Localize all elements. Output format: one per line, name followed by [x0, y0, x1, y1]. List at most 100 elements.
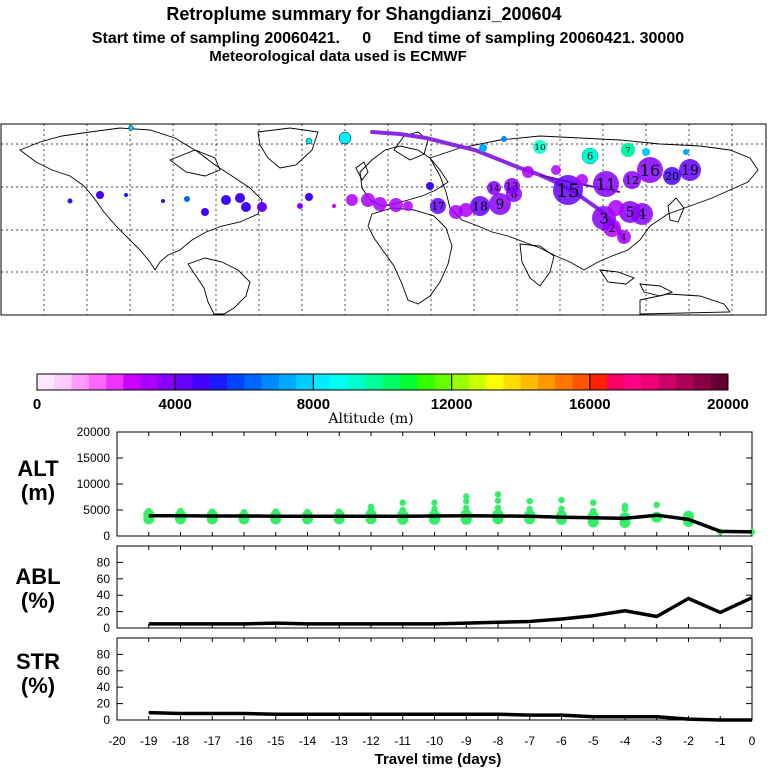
figure-title: Retroplume summary for Shangdianzi_20060… [166, 4, 561, 24]
str-panel-unit: (%) [21, 673, 55, 698]
y-tick-label: 15000 [77, 451, 111, 465]
cluster-label: 3 [599, 209, 609, 227]
colorbar-cell [106, 374, 124, 390]
cluster-label: 2 [608, 222, 615, 235]
cluster-marker [533, 140, 547, 154]
cluster-marker [663, 167, 681, 185]
x-tick-label: -20 [108, 734, 126, 748]
y-tick-label: 0 [103, 529, 110, 543]
cluster-label: 6 [587, 152, 593, 163]
travel-time-axis: -20 -19 -18 -17 -16 -15 -14 -13 -12 -11 -10 -9 -8 -7-… [108, 734, 755, 748]
colorbar-label: Altitude (m) [327, 411, 413, 427]
colorbar-tick-label: 4000 [159, 396, 192, 413]
x-tick-label: -9 [461, 734, 472, 748]
x-tick-label: -14 [299, 734, 317, 748]
cluster-label: 4 [638, 207, 647, 223]
cluster-marker [373, 197, 387, 211]
altitude-point [494, 497, 502, 504]
cluster-label: 11 [596, 175, 617, 194]
cluster-marker [504, 178, 520, 194]
colorbar-cell [157, 374, 176, 390]
colorbar-cell [54, 374, 73, 390]
cluster-label: 13 [506, 182, 519, 193]
colorbar-cell [468, 374, 487, 390]
x-tick-label: -19 [140, 734, 158, 748]
cluster-label: 5 [626, 205, 635, 221]
colorbar-cell [417, 374, 435, 390]
cluster-marker [679, 159, 701, 181]
colorbar-cell [175, 374, 193, 390]
colorbar-cell [88, 374, 107, 390]
y-tick-label: 5000 [83, 503, 110, 517]
alt-panel-label: ALT [17, 456, 59, 481]
colorbar-cell [503, 374, 522, 390]
colorbar-cell [296, 374, 314, 390]
colorbar-cell [365, 374, 383, 390]
colorbar-cell [382, 374, 401, 390]
str-panel-label: STR [16, 649, 60, 674]
colorbar-cell [278, 374, 297, 390]
series-line [148, 596, 753, 626]
x-tick-label: -18 [172, 734, 190, 748]
colorbar-cell [537, 374, 556, 390]
cluster-label: 18 [472, 199, 488, 214]
colorbar-cell [37, 374, 55, 390]
cluster-marker [346, 194, 358, 206]
x-tick-label: -13 [331, 734, 349, 748]
colorbar-cells [37, 374, 729, 390]
cluster-marker [389, 198, 403, 212]
colorbar-cell [658, 374, 677, 390]
colorbar-tick-label: 20000 [707, 396, 749, 413]
panel-frame [116, 637, 753, 721]
colorbar-cell [192, 374, 211, 390]
x-tick-label: -6 [556, 734, 567, 748]
altitude-point [240, 508, 248, 516]
x-tick-label: -16 [235, 734, 253, 748]
y-tick-label: 0 [103, 713, 110, 727]
cluster-marker [621, 143, 635, 157]
altitude-point [590, 499, 597, 506]
cluster-marker [489, 193, 511, 215]
colorbar-cell [261, 374, 280, 390]
colorbar-cell [710, 374, 729, 390]
altitude-point [494, 504, 502, 512]
colorbar-cell [589, 374, 608, 390]
abl-panel-label: ABL [15, 564, 60, 589]
x-tick-label: -11 [395, 734, 412, 748]
colorbar-cell [313, 374, 332, 390]
colorbar-tick-label: 0 [33, 396, 41, 413]
cluster-label: 10 [534, 143, 545, 153]
alt-panel-unit: (m) [21, 480, 55, 505]
cluster-marker [637, 157, 663, 183]
x-tick-label: -12 [362, 734, 380, 748]
x-tick-label: -10 [426, 734, 444, 748]
y-tick-label: 80 [97, 555, 111, 569]
cluster-label: 17 [432, 202, 445, 213]
colorbar-cell [520, 374, 539, 390]
altitude-point [431, 499, 438, 506]
cluster-marker [619, 201, 641, 223]
x-tick-label: -7 [524, 734, 535, 748]
altitude-point [304, 508, 311, 516]
x-tick-label: -5 [588, 734, 599, 748]
continent-outlines [19, 127, 759, 315]
colorbar-cell [347, 374, 366, 390]
cluster-marker [608, 200, 624, 216]
colorbar-cell [71, 374, 90, 390]
cluster-marker [553, 175, 583, 205]
cluster-marker [522, 166, 534, 178]
altitude-point [209, 508, 216, 515]
x-tick-label: 0 [749, 734, 756, 748]
colorbar-cell [641, 374, 660, 390]
cluster-label: 8 [511, 190, 517, 201]
altitude-point [621, 502, 629, 510]
x-tick-label: -17 [204, 734, 222, 748]
y-tick-label: 60 [97, 664, 111, 678]
altitude-point [367, 503, 375, 511]
colorbar-cell [330, 374, 349, 390]
cluster-label: 15 [556, 181, 580, 202]
altitude-point [399, 499, 406, 506]
y-tick-label: 40 [97, 588, 111, 602]
